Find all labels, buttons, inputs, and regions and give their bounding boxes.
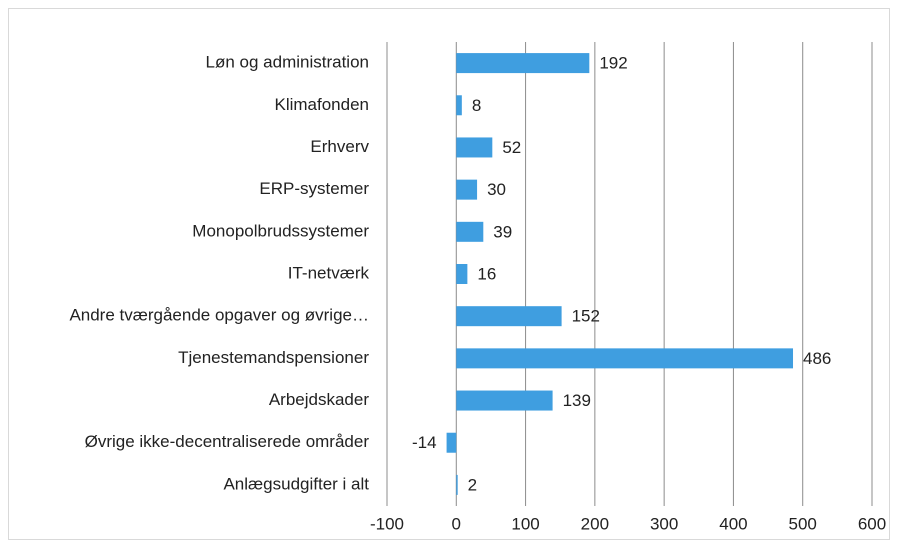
x-tick-label: 500	[789, 514, 817, 533]
value-label: -14	[412, 433, 437, 452]
y-tick-label: Arbejdskader	[269, 390, 370, 409]
bar	[456, 137, 493, 158]
bar	[456, 264, 468, 284]
y-tick-label: ERP-systemer	[259, 179, 369, 198]
x-tick-label: -100	[370, 514, 404, 533]
value-label: 152	[572, 307, 600, 326]
value-label: 486	[803, 349, 831, 368]
y-tick-label: Øvrige ikke-decentraliserede områder	[85, 432, 370, 451]
bar	[456, 348, 794, 369]
y-tick-label: Klimafonden	[274, 95, 369, 114]
value-label: 52	[502, 138, 521, 157]
y-tick-label: Anlægsudgifter i alt	[223, 474, 369, 493]
x-tick-label: 0	[452, 514, 461, 533]
y-tick-label: Tjenestemandspensioner	[178, 348, 369, 367]
bar	[456, 221, 484, 242]
value-label: 8	[472, 96, 481, 115]
x-tick-label: 100	[511, 514, 539, 533]
value-label: 2	[468, 475, 477, 494]
y-tick-label: IT-netværk	[288, 263, 370, 282]
y-tick-label: Monopolbrudssystemer	[192, 221, 369, 240]
x-tick-label: 600	[858, 514, 886, 533]
x-tick-label: 300	[650, 514, 678, 533]
bar	[456, 474, 458, 495]
y-tick-label: Løn og administration	[206, 53, 369, 72]
bar	[456, 179, 478, 200]
bar	[456, 95, 462, 116]
value-label: 30	[487, 180, 506, 199]
value-label: 39	[493, 222, 512, 241]
value-label: 16	[477, 264, 496, 283]
chart-border	[8, 8, 890, 540]
y-tick-label: Erhverv	[310, 137, 369, 156]
bar	[456, 53, 590, 74]
x-tick-label: 400	[719, 514, 747, 533]
y-tick-label: Andre tværgående opgaver og øvrige…	[69, 306, 369, 325]
value-label: 192	[599, 54, 627, 73]
x-tick-label: 200	[581, 514, 609, 533]
bar	[446, 432, 457, 453]
value-label: 139	[563, 391, 591, 410]
bar	[456, 390, 553, 411]
bar	[456, 306, 562, 327]
